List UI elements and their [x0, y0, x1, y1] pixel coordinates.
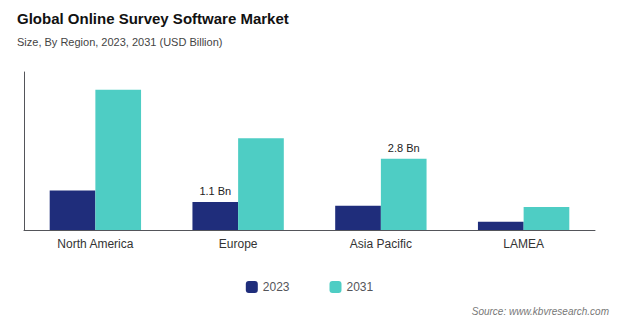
- svg-text:Source: www.kbvresearch.com: Source: www.kbvresearch.com: [472, 306, 609, 317]
- svg-text:2031: 2031: [347, 280, 374, 294]
- svg-text:Asia Pacific: Asia Pacific: [350, 237, 412, 251]
- svg-text:Global Online Survey Software: Global Online Survey Software Market: [17, 10, 289, 27]
- svg-text:North America: North America: [57, 237, 133, 251]
- svg-text:Europe: Europe: [219, 237, 258, 251]
- svg-text:LAMEA: LAMEA: [503, 237, 544, 251]
- svg-text:1.1 Bn: 1.1 Bn: [199, 185, 231, 197]
- svg-text:2023: 2023: [263, 280, 290, 294]
- svg-text:2.8 Bn: 2.8 Bn: [388, 142, 420, 154]
- svg-text:Size, By Region, 2023, 2031 (U: Size, By Region, 2023, 2031 (USD Billion…: [17, 36, 222, 48]
